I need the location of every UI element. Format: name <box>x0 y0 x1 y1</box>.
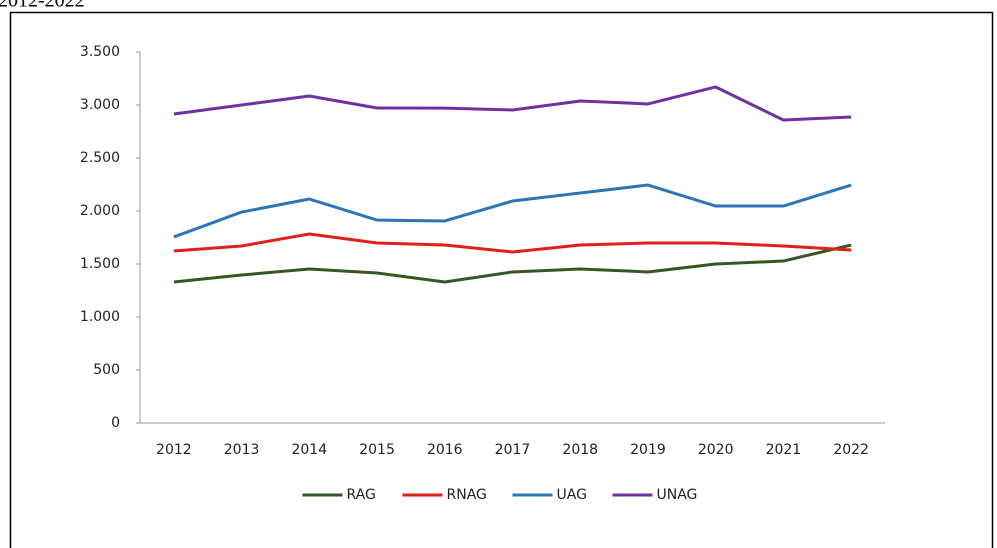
x-tick-label: 2020 <box>698 442 734 458</box>
x-tick-label: 2021 <box>766 442 802 458</box>
y-tick-label: 500 <box>93 362 120 378</box>
chart-title: 2012-2022 <box>0 0 85 12</box>
x-tick-label: 2014 <box>291 442 327 458</box>
x-tick-label: 2017 <box>495 442 531 458</box>
series-line <box>173 243 852 284</box>
x-tick-label: 2016 <box>427 442 463 458</box>
x-tick-label: 2013 <box>224 442 260 458</box>
legend-label: RAG <box>347 487 376 503</box>
y-tick-label: 3.500 <box>80 44 120 60</box>
y-tick-label: 2.000 <box>80 203 120 219</box>
y-tick-label: 3.000 <box>80 97 120 113</box>
x-tick-label: 2012 <box>156 442 192 458</box>
series-line <box>173 85 852 122</box>
y-tick-label: 0 <box>111 415 120 431</box>
x-tick-label: 2019 <box>630 442 666 458</box>
y-tick-label: 2.500 <box>80 150 120 166</box>
x-tick-label: 2015 <box>359 442 395 458</box>
y-tick-label: 1.000 <box>80 309 120 325</box>
x-tick-label: 2018 <box>562 442 598 458</box>
series-line <box>173 232 852 254</box>
legend-label: UAG <box>557 487 587 503</box>
legend-label: RNAG <box>447 487 487 503</box>
y-tick-label: 1.500 <box>80 256 120 272</box>
x-tick-label: 2022 <box>833 442 869 458</box>
frame <box>9 11 994 548</box>
legend-label: UNAG <box>657 487 698 503</box>
series-line <box>173 183 852 239</box>
